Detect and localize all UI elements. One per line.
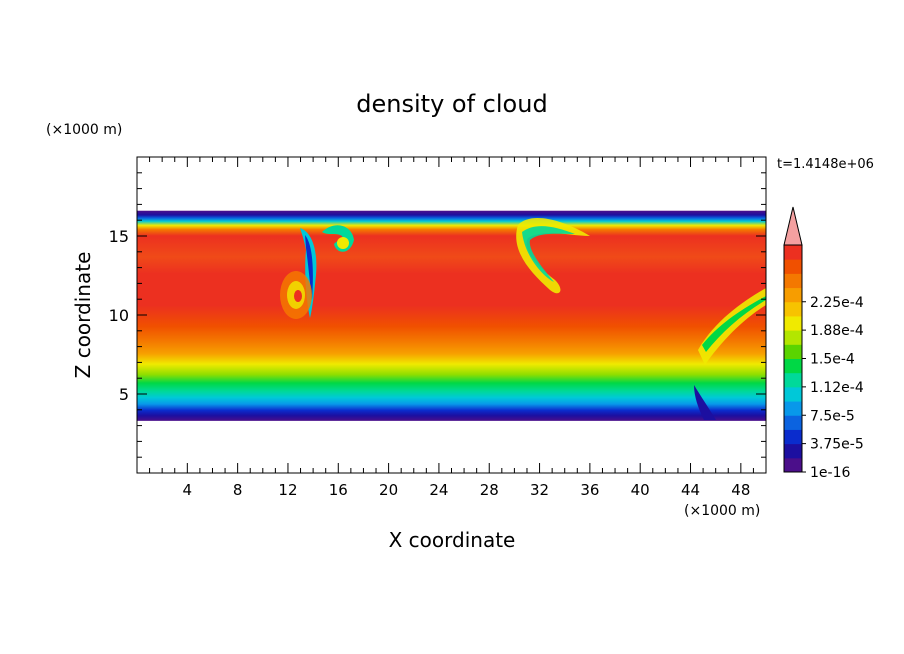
y-unit-label: (×1000 m) xyxy=(46,122,122,138)
y-axis-label: Z coordinate xyxy=(71,252,95,379)
colorbar-swatch xyxy=(784,372,802,388)
colorbar: 1e-16 3.75e-5 7.5e-5 1.12e-4 1.5e-4 1.88e-4 2.… xyxy=(783,206,864,481)
colorbar-label: 1.88e-4 xyxy=(810,323,864,339)
x-tick-label: 28 xyxy=(480,481,499,499)
y-tick-label: 15 xyxy=(109,227,129,246)
colorbar-swatch xyxy=(784,443,802,459)
x-axis: 4 8 12 16 20 24 28 32 36 40 44 48 xyxy=(149,157,754,499)
colorbar-label: 1.12e-4 xyxy=(810,380,864,396)
colorbar-swatch xyxy=(784,358,802,374)
colorbar-label: 2.25e-4 xyxy=(810,295,864,311)
x-unit-label: (×1000 m) xyxy=(684,503,760,519)
colorbar-label: 1.5e-4 xyxy=(810,352,855,368)
x-tick-label: 24 xyxy=(429,481,448,499)
x-axis-label: X coordinate xyxy=(389,528,516,552)
x-tick-label: 36 xyxy=(580,481,599,499)
colorbar-swatch xyxy=(784,287,802,303)
y-tick-label: 10 xyxy=(109,306,129,325)
y-tick-label: 5 xyxy=(119,385,129,404)
colorbar-label: 7.5e-5 xyxy=(810,408,855,424)
colorbar-swatch xyxy=(784,259,802,274)
colorbar-swatch xyxy=(784,457,802,473)
cloud-field xyxy=(137,210,766,421)
colorbar-swatch xyxy=(784,315,802,331)
x-tick-label: 12 xyxy=(278,481,297,499)
x-tick-label: 16 xyxy=(329,481,348,499)
y-axis: 5 10 15 xyxy=(109,172,766,458)
x-tick-label: 8 xyxy=(233,481,243,499)
colorbar-swatch xyxy=(784,429,802,445)
filament-right xyxy=(694,288,766,420)
colorbar-swatch xyxy=(784,273,802,289)
x-tick-label: 20 xyxy=(379,481,398,499)
colorbar-overflow-arrow xyxy=(783,206,803,246)
colorbar-swatch xyxy=(784,386,802,402)
colorbar-swatch xyxy=(784,344,802,359)
time-label: t=1.4148e+06 xyxy=(777,157,874,172)
chart-title: density of cloud xyxy=(356,90,547,118)
x-tick-label: 48 xyxy=(731,481,750,499)
colorbar-swatch xyxy=(784,415,802,430)
colorbar-swatch xyxy=(784,245,802,260)
colorbar-swatch xyxy=(784,301,802,317)
x-tick-label: 32 xyxy=(530,481,549,499)
colorbar-label: 1e-16 xyxy=(810,465,850,481)
x-tick-label: 44 xyxy=(681,481,700,499)
cloud-layer xyxy=(137,210,766,421)
colorbar-swatch xyxy=(784,330,802,345)
colorbar-label: 3.75e-5 xyxy=(810,437,864,453)
vortex-left xyxy=(280,225,354,319)
colorbar-swatch xyxy=(784,401,802,416)
x-tick-label: 4 xyxy=(183,481,193,499)
x-tick-label: 40 xyxy=(631,481,650,499)
filament-mid xyxy=(516,218,590,294)
